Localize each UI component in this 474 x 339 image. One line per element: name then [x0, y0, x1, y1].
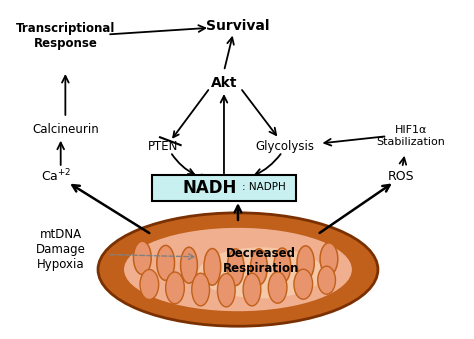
Ellipse shape: [165, 272, 184, 304]
Ellipse shape: [218, 274, 235, 307]
Ellipse shape: [320, 243, 338, 275]
Ellipse shape: [198, 247, 324, 298]
Ellipse shape: [181, 247, 197, 283]
Ellipse shape: [192, 273, 210, 306]
Ellipse shape: [268, 272, 287, 303]
Text: Transcriptional
Response: Transcriptional Response: [16, 22, 115, 50]
Ellipse shape: [98, 213, 378, 326]
Text: Survival: Survival: [206, 19, 270, 33]
Ellipse shape: [140, 270, 159, 300]
Text: Calcineurin: Calcineurin: [32, 123, 99, 136]
Ellipse shape: [204, 248, 221, 285]
Ellipse shape: [318, 266, 336, 294]
Ellipse shape: [294, 269, 313, 299]
Ellipse shape: [297, 246, 314, 280]
Ellipse shape: [157, 245, 174, 280]
FancyBboxPatch shape: [152, 175, 296, 201]
Text: Ca$^{+2}$: Ca$^{+2}$: [41, 168, 71, 184]
Text: : NADPH: : NADPH: [242, 182, 285, 192]
Text: mtDNA
Damage
Hypoxia: mtDNA Damage Hypoxia: [36, 228, 86, 271]
Text: PTEN: PTEN: [148, 140, 179, 153]
Text: Decreased
Respiration: Decreased Respiration: [223, 247, 300, 275]
Ellipse shape: [243, 273, 261, 306]
Text: NADH: NADH: [183, 179, 237, 197]
Ellipse shape: [251, 249, 267, 285]
Text: Akt: Akt: [211, 76, 237, 90]
Text: Glycolysis: Glycolysis: [255, 140, 314, 153]
Text: ROS: ROS: [388, 170, 415, 183]
Ellipse shape: [123, 227, 353, 312]
Ellipse shape: [134, 241, 151, 275]
Text: HIF1α
Stabilization: HIF1α Stabilization: [376, 125, 445, 147]
Ellipse shape: [274, 248, 291, 283]
Ellipse shape: [227, 249, 244, 285]
